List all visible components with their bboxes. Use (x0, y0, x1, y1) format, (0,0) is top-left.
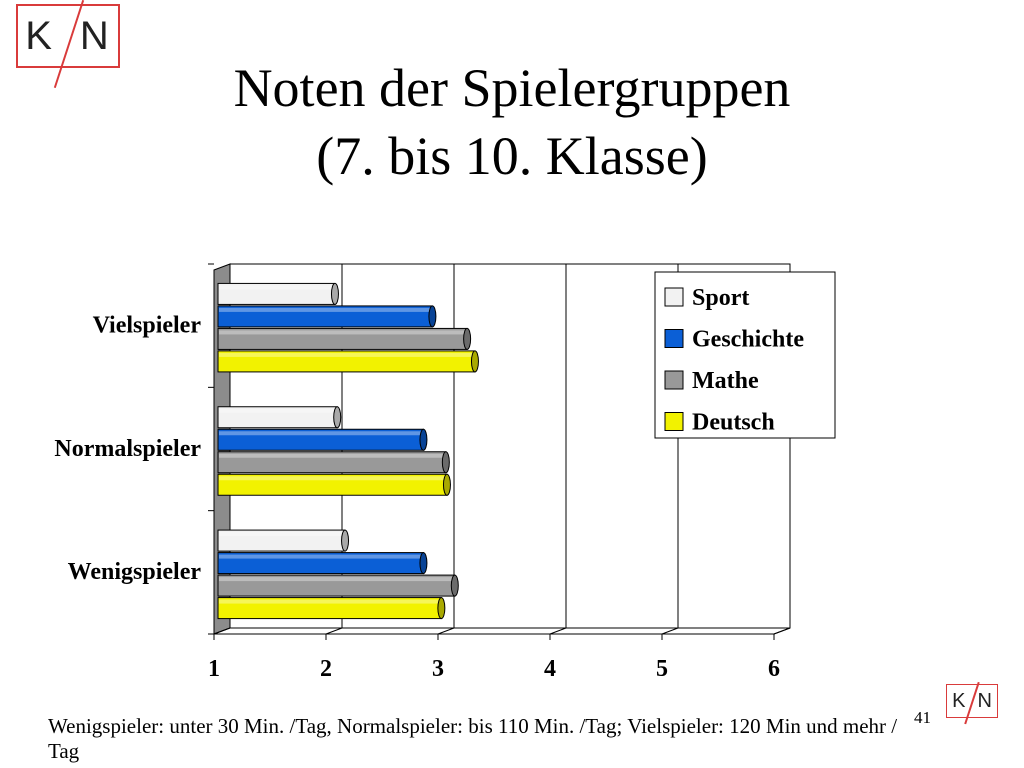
bar-highlight (219, 577, 454, 582)
bar-cap (450, 574, 459, 597)
legend-label: Deutsch (692, 410, 775, 436)
bar-cap (463, 327, 472, 350)
x-tick-label: 3 (432, 656, 444, 682)
bar-cap (330, 282, 339, 305)
bar-highlight (219, 431, 423, 436)
logo-small-letter-k: K (952, 689, 966, 712)
chart-title-line1: Noten der Spielergruppen (233, 58, 791, 118)
legend-label: Mathe (692, 368, 759, 394)
legend-swatch (664, 329, 684, 348)
chart-floor (213, 627, 791, 635)
bar-cap (470, 350, 479, 373)
floor-tick-line (661, 627, 679, 635)
category-label: Normalspieler (54, 436, 201, 462)
bar-highlight (219, 330, 467, 335)
bar-cap (428, 305, 437, 328)
x-tick-label: 2 (320, 656, 332, 682)
bar-highlight (219, 408, 337, 413)
bar-highlight (219, 307, 432, 312)
bar-highlight (219, 352, 474, 357)
kfn-logo: K N (16, 0, 120, 89)
bar-cap (333, 406, 342, 429)
chart-title-line2: (7. bis 10. Klasse) (316, 126, 708, 186)
logo-letter-n: N (79, 13, 111, 58)
footnote: Wenigspieler: unter 30 Min. /Tag, Normal… (48, 714, 898, 764)
x-tick-label: 1 (208, 656, 220, 682)
x-tick-label: 6 (768, 656, 780, 682)
floor-tick-line (773, 627, 791, 635)
bar-highlight (219, 476, 446, 481)
bar-cap (341, 529, 350, 552)
bar-cap (419, 552, 428, 575)
bar-highlight (219, 599, 441, 604)
x-tick-label: 4 (544, 656, 556, 682)
floor-tick-line (325, 627, 343, 635)
x-tick-label: 5 (656, 656, 668, 682)
category-label: Wenigspieler (68, 559, 202, 585)
legend-label: Geschichte (692, 327, 804, 353)
kfn-logo-small: K N (946, 681, 998, 725)
category-label: Vielspieler (93, 312, 202, 338)
legend-box (654, 271, 836, 439)
legend-swatch (664, 370, 684, 390)
logo-small-letter-n: N (977, 689, 992, 712)
bar-highlight (219, 532, 345, 537)
bar-cap (419, 428, 428, 451)
legend-label: Sport (692, 285, 749, 311)
floor-tick-line (213, 627, 231, 635)
bar-cap (437, 597, 446, 620)
bar-cap (442, 473, 451, 496)
bar-highlight (219, 554, 423, 559)
page-number: 41 (914, 708, 931, 727)
floor-tick-line (437, 627, 455, 635)
bar-cap (441, 451, 450, 474)
legend-swatch (664, 412, 684, 431)
floor-tick-line (549, 627, 567, 635)
logo-letter-k: K (25, 13, 54, 58)
legend-swatch (664, 287, 684, 307)
bar-highlight (219, 453, 445, 458)
bar-highlight (219, 285, 334, 290)
